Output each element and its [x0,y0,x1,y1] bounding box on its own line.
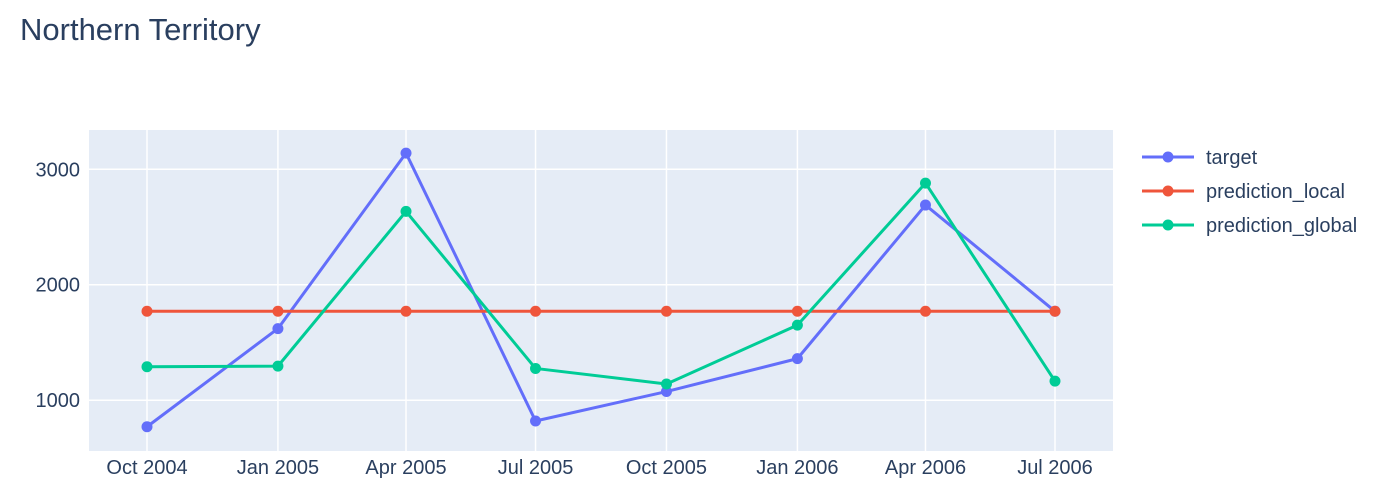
x-tick-label: Apr 2006 [885,457,966,479]
x-tick-label: Jan 2006 [756,457,838,479]
legend-swatch-marker [1162,219,1174,231]
x-tick-label: Oct 2005 [626,457,707,479]
data-point [400,305,412,317]
x-tick-label: Oct 2004 [106,457,187,479]
legend[interactable]: target prediction_local prediction_global [1142,147,1357,237]
x-tick-label: Jul 2005 [498,457,574,479]
data-point [919,199,931,211]
axes: Oct 2004 Jan 2005 Apr 2005 Jul 2005 Oct 2005… [36,159,1093,479]
data-point [272,323,284,335]
data-point [141,421,153,433]
data-point [1049,375,1061,387]
plot-area [89,130,1113,451]
y-tick-label: 1000 [36,390,81,412]
series-line [146,181,1057,386]
data-point [530,362,542,374]
x-tick-label: Jul 2006 [1017,457,1093,479]
data-point [660,378,672,390]
legend-item-prediction_local[interactable]: prediction_local [1142,181,1345,203]
data-point [791,305,803,317]
data-point [141,305,153,317]
x-tick-label: Jan 2005 [237,457,319,479]
legend-item-prediction_global[interactable]: prediction_global [1142,215,1357,237]
data-point [919,305,931,317]
data-point [272,360,284,372]
legend-swatch-marker [1162,151,1174,163]
data-point [400,147,412,159]
y-tick-label: 2000 [36,275,81,297]
series-layer [141,147,1061,433]
series-prediction_local [141,305,1061,317]
legend-label: target [1206,147,1258,169]
x-tick-label: Apr 2005 [365,457,446,479]
legend-label: prediction_local [1206,181,1345,203]
y-tick-label: 3000 [36,159,81,181]
data-point [660,305,672,317]
data-point [141,361,153,373]
chart-title: Northern Territory [20,12,261,47]
data-point [919,177,931,189]
data-point [791,353,803,365]
series-line [146,151,1056,428]
legend-swatch-marker [1162,185,1174,197]
legend-label: prediction_global [1206,215,1357,237]
legend-item-target[interactable]: target [1142,147,1258,169]
data-point [1049,305,1061,317]
data-point [272,305,284,317]
data-point [530,305,542,317]
data-point [791,319,803,331]
series-prediction_global [141,177,1061,390]
grid [89,130,1113,451]
data-point [400,205,412,217]
data-point [530,415,542,427]
